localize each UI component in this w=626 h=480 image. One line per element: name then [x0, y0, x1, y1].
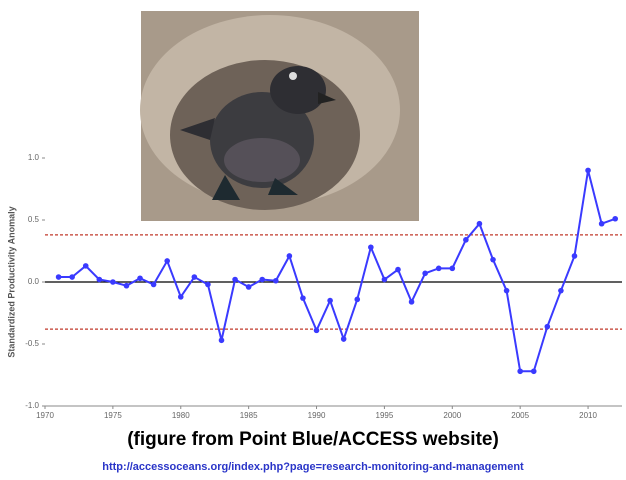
- data-point: [110, 279, 116, 285]
- x-tick-label: 2010: [579, 411, 597, 420]
- data-point: [435, 265, 442, 272]
- data-point: [395, 266, 401, 273]
- data-point: [205, 281, 211, 288]
- data-point: [449, 265, 456, 272]
- data-point: [245, 284, 252, 290]
- x-tick-label: 1970: [36, 411, 54, 420]
- data-point: [286, 253, 293, 259]
- data-point: [340, 336, 347, 342]
- data-point: [558, 287, 564, 294]
- y-tick-label: -1.0: [25, 401, 39, 410]
- data-point: [232, 276, 238, 283]
- data-point: [177, 294, 184, 300]
- x-tick-label: 1990: [308, 411, 326, 420]
- data-point: [96, 276, 103, 283]
- x-tick-label: 1975: [104, 411, 122, 420]
- data-point: [571, 253, 578, 259]
- data-point: [218, 337, 225, 344]
- data-point: [585, 167, 591, 174]
- data-point: [381, 276, 388, 283]
- data-point: [150, 281, 157, 288]
- data-point: [422, 270, 428, 277]
- x-tick-label: 1995: [376, 411, 394, 420]
- caption: (figure from Point Blue/ACCESS website): [127, 429, 499, 450]
- data-point: [313, 327, 320, 334]
- data-point: [476, 220, 483, 227]
- data-point: [259, 276, 266, 283]
- data-point: [503, 287, 510, 294]
- data-point: [612, 215, 619, 222]
- data-point: [69, 274, 75, 280]
- data-point: [123, 282, 130, 289]
- y-tick-label: 0.5: [28, 215, 40, 224]
- data-point: [490, 256, 496, 263]
- data-point: [137, 275, 143, 282]
- data-point: [368, 244, 374, 251]
- x-tick-label: 1985: [240, 411, 258, 420]
- data-point: [327, 297, 333, 304]
- data-point: [598, 220, 605, 227]
- data-point: [191, 274, 198, 280]
- data-point: [82, 263, 89, 269]
- data-point: [273, 277, 279, 284]
- data-point: [544, 323, 551, 330]
- data-point: [300, 295, 306, 301]
- y-tick-label: 1.0: [28, 153, 40, 162]
- x-tick-label: 2000: [443, 411, 461, 420]
- data-point: [517, 368, 523, 375]
- x-tick-label: 2005: [511, 411, 529, 420]
- data-point: [164, 258, 170, 264]
- source-url: http://accessoceans.org/index.php?page=r…: [102, 461, 524, 473]
- data-point: [55, 274, 62, 280]
- data-point: [408, 299, 415, 305]
- y-tick-label: 0.0: [28, 277, 40, 286]
- data-point: [463, 237, 469, 243]
- y-tick-label: -0.5: [25, 339, 39, 348]
- data-point: [354, 296, 361, 303]
- x-tick-label: 1980: [172, 411, 190, 420]
- y-axis-label: Standardized Productivity Anomaly: [6, 206, 16, 357]
- photo: [139, 9, 421, 223]
- data-point: [530, 368, 537, 375]
